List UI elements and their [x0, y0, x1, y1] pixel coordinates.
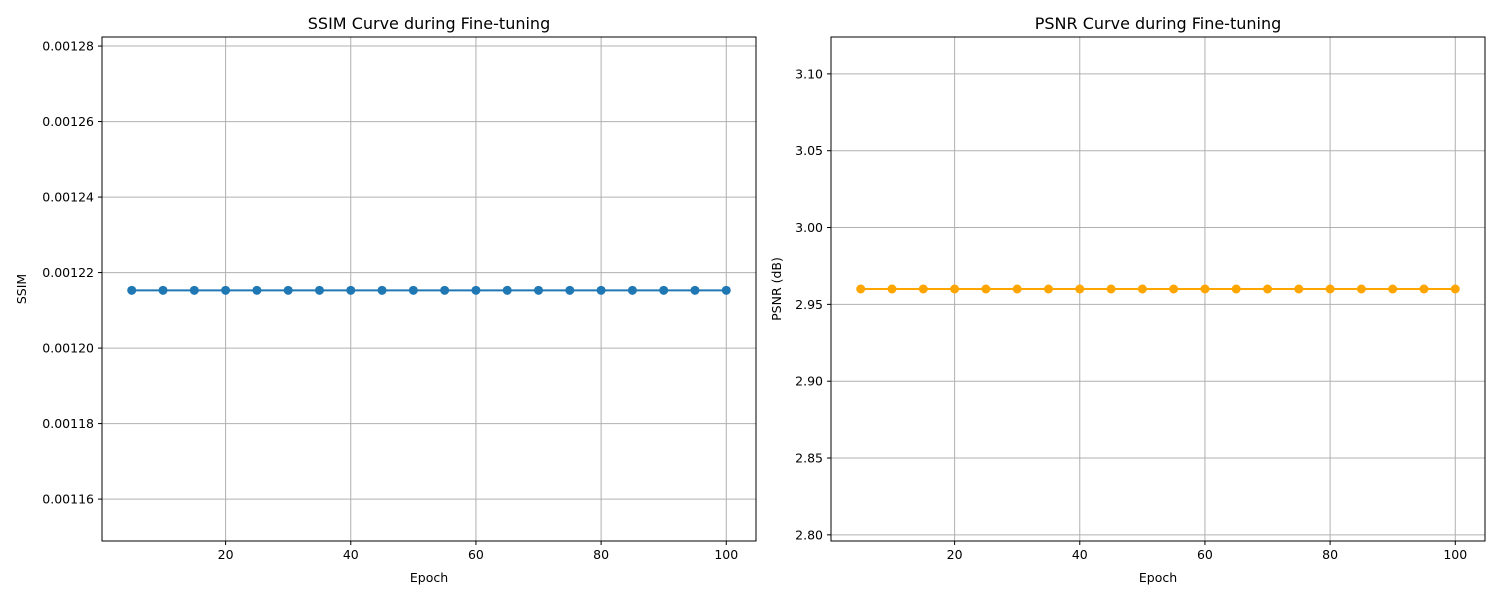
data-point — [1450, 284, 1460, 294]
x-tick-label: 80 — [593, 547, 609, 562]
x-tick-label: 20 — [218, 547, 234, 562]
y-tick-label: 3.10 — [795, 66, 823, 81]
data-point — [1200, 284, 1210, 294]
y-tick-label: 0.00118 — [42, 416, 94, 431]
chart-title: PSNR Curve during Fine-tuning — [1035, 14, 1282, 33]
data-point — [502, 285, 512, 295]
y-tick-label: 2.90 — [795, 374, 823, 389]
x-tick-label: 100 — [1443, 547, 1467, 562]
data-point — [918, 284, 928, 294]
data-point — [346, 285, 356, 295]
ssim-chart: SSIM Curve during Fine-tuning Epoch SSIM… — [14, 14, 757, 585]
axes-frame — [830, 36, 1486, 542]
data-point — [721, 285, 731, 295]
data-point — [1263, 284, 1273, 294]
x-tick-label: 20 — [947, 547, 963, 562]
data-point — [252, 285, 262, 295]
data-point — [627, 285, 637, 295]
y-tick-label: 0.00116 — [42, 492, 94, 507]
data-point — [690, 285, 700, 295]
y-tick-label: 0.00120 — [42, 341, 94, 356]
x-axis-label: Epoch — [1139, 570, 1177, 585]
data-point — [408, 285, 418, 295]
data-point — [596, 285, 606, 295]
data-point — [950, 284, 960, 294]
x-tick-label: 60 — [1197, 547, 1213, 562]
chart-title: SSIM Curve during Fine-tuning — [308, 14, 550, 33]
x-tick-label: 40 — [343, 547, 359, 562]
data-point — [1137, 284, 1147, 294]
data-point — [1231, 284, 1241, 294]
y-tick-label: 2.85 — [795, 451, 823, 466]
data-point — [534, 285, 544, 295]
x-axis-label: Epoch — [410, 570, 448, 585]
data-point — [1043, 284, 1053, 294]
data-point — [1325, 284, 1335, 294]
axes-frame — [101, 36, 757, 542]
data-point — [1169, 284, 1179, 294]
plot-area: 20 40 60 80 100 0.00116 0.00118 0.00120 0.00122 0… — [42, 36, 757, 562]
data-point — [158, 285, 168, 295]
data-point — [1388, 284, 1398, 294]
psnr-chart: PSNR Curve during Fine-tuning Epoch PSNR… — [769, 14, 1486, 585]
data-point — [565, 285, 575, 295]
plot-area: 20 40 60 80 100 2.80 2.85 2.90 2.95 3.00 3.05 3.10 — [795, 36, 1486, 562]
data-point — [471, 285, 481, 295]
x-tick-label: 100 — [714, 547, 738, 562]
data-point — [1106, 284, 1116, 294]
data-point — [377, 285, 387, 295]
x-tick-label: 80 — [1322, 547, 1338, 562]
data-point — [887, 284, 897, 294]
y-tick-label: 2.80 — [795, 527, 823, 542]
data-point — [221, 285, 231, 295]
data-point — [283, 285, 293, 295]
data-point — [1012, 284, 1022, 294]
y-tick-label: 0.00124 — [42, 190, 94, 205]
y-tick-label: 3.00 — [795, 220, 823, 235]
x-tick-label: 60 — [468, 547, 484, 562]
data-point — [856, 284, 866, 294]
data-point — [1294, 284, 1304, 294]
x-tick-label: 40 — [1072, 547, 1088, 562]
y-axis-label: PSNR (dB) — [769, 257, 784, 321]
data-point — [440, 285, 450, 295]
data-point — [189, 285, 199, 295]
data-point — [1356, 284, 1366, 294]
y-tick-label: 3.05 — [795, 143, 823, 158]
y-tick-label: 2.95 — [795, 297, 823, 312]
data-point — [127, 285, 137, 295]
y-axis-label: SSIM — [14, 274, 29, 304]
data-point — [1419, 284, 1429, 294]
y-tick-label: 0.00128 — [42, 39, 94, 54]
y-tick-label: 0.00126 — [42, 114, 94, 129]
data-point — [1075, 284, 1085, 294]
data-point — [981, 284, 991, 294]
data-point — [314, 285, 324, 295]
y-tick-label: 0.00122 — [42, 265, 94, 280]
data-point — [659, 285, 669, 295]
